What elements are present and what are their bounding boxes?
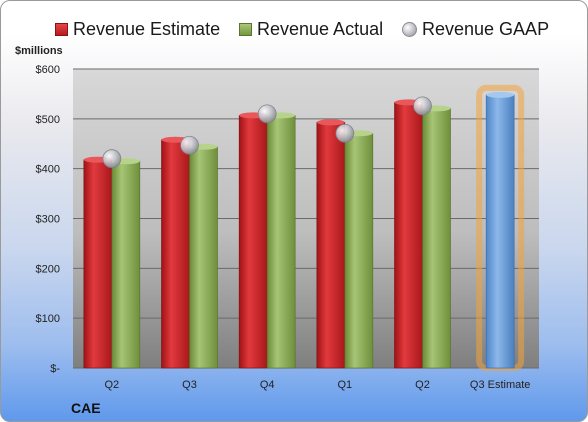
legend-swatch-estimate	[55, 22, 68, 36]
legend-label-gaap: Revenue GAAP	[422, 18, 550, 39]
bar-revenue-estimate	[316, 122, 346, 369]
bar-revenue-actual	[189, 146, 218, 369]
y-tick-label: $300	[36, 214, 60, 226]
chart-legend: Revenue Estimate Revenue Actual Revenue …	[1, 17, 587, 41]
legend-label-estimate: Revenue Estimate	[73, 18, 221, 39]
dot-revenue-gaap	[413, 96, 432, 116]
legend-item-gaap: Revenue GAAP	[402, 17, 549, 41]
y-tick-label: $100	[36, 313, 60, 325]
bar-cap-forecast	[486, 91, 515, 98]
x-tick-label: Q3 Estimate	[470, 379, 531, 391]
bar-revenue-actual	[344, 132, 374, 369]
x-tick-label: Q1	[337, 379, 352, 391]
y-tick-label: $400	[36, 164, 60, 176]
legend-swatch-actual	[239, 22, 252, 36]
company-ticker: CAE	[71, 400, 101, 416]
bar-revenue-estimate	[394, 102, 423, 369]
y-tick-label: $200	[36, 263, 60, 275]
bar-revenue-actual	[111, 160, 141, 369]
x-tick-label: Q2	[104, 379, 119, 391]
y-tick-label: $500	[36, 114, 60, 126]
dot-revenue-gaap	[335, 123, 355, 143]
dot-revenue-gaap	[180, 135, 199, 155]
dot-revenue-gaap	[257, 104, 277, 124]
bar-revenue-estimate	[161, 139, 190, 369]
dot-revenue-gaap	[102, 149, 122, 169]
legend-item-actual: Revenue Actual	[239, 17, 383, 41]
y-tick-label: $-	[50, 363, 60, 375]
x-tick-label: Q2	[415, 379, 430, 391]
legend-swatch-gaap	[402, 21, 417, 37]
bar-revenue-estimate	[238, 115, 268, 369]
bar-revenue-actual	[422, 108, 451, 369]
bar-revenue-estimate	[83, 159, 113, 369]
legend-item-estimate: Revenue Estimate	[55, 17, 220, 41]
bar-cap-estimate	[316, 119, 345, 126]
legend-label-actual: Revenue Actual	[257, 18, 384, 39]
y-tick-label: $600	[36, 64, 60, 76]
y-axis-unit-label: $millions	[15, 45, 63, 57]
x-tick-label: Q4	[260, 379, 275, 391]
bar-forecast-estimate	[485, 94, 515, 369]
bar-revenue-actual	[266, 115, 296, 369]
x-tick-label: Q3	[182, 379, 197, 391]
